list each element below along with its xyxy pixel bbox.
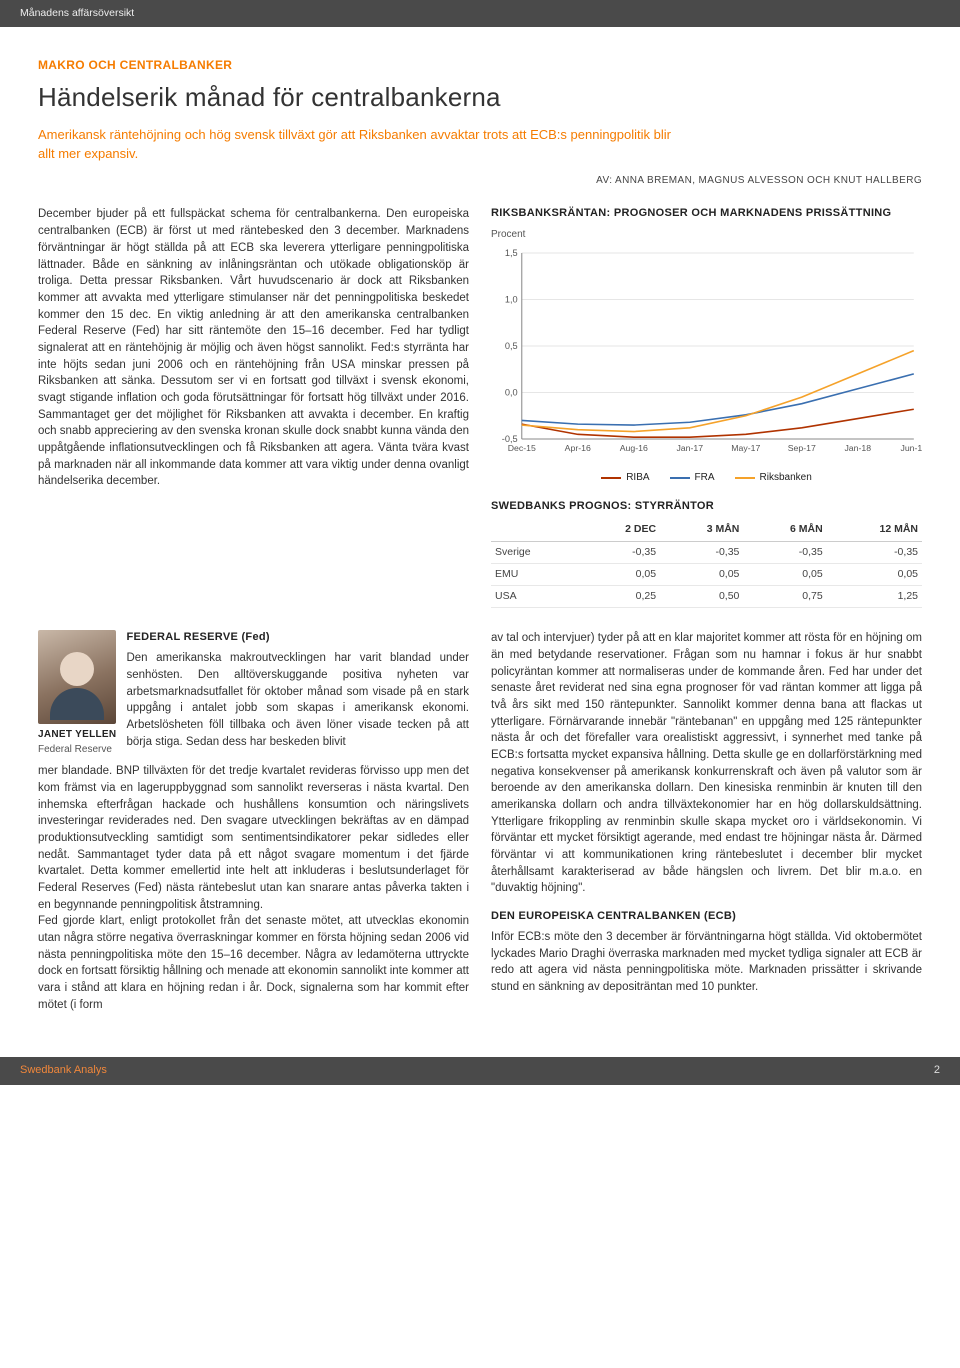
- svg-text:Jan-17: Jan-17: [676, 443, 703, 453]
- footer-bar: Swedbank Analys 2: [0, 1057, 960, 1085]
- person-role: Federal Reserve: [38, 743, 116, 758]
- svg-text:Jan-18: Jan-18: [844, 443, 871, 453]
- ecb-body: Inför ECB:s möte den 3 december är förvä…: [491, 929, 922, 996]
- svg-text:0,0: 0,0: [505, 388, 518, 398]
- svg-text:Aug-16: Aug-16: [620, 443, 648, 453]
- chart-title: RIKSBANKSRÄNTAN: PROGNOSER OCH MARKNADEN…: [491, 206, 922, 222]
- svg-text:1,0: 1,0: [505, 295, 518, 305]
- legend-item: RIBA: [601, 471, 649, 486]
- header-bar: Månadens affärsöversikt: [0, 0, 960, 27]
- svg-text:Apr-16: Apr-16: [565, 443, 591, 453]
- svg-text:1,5: 1,5: [505, 248, 518, 258]
- table-row: USA0,250,500,751,25: [491, 586, 922, 608]
- ecb-heading: DEN EUROPEISKA CENTRALBANKEN (ECB): [491, 909, 922, 925]
- svg-text:Sep-17: Sep-17: [788, 443, 816, 453]
- svg-text:May-17: May-17: [731, 443, 760, 453]
- svg-text:Dec-15: Dec-15: [508, 443, 536, 453]
- person-name: JANET YELLEN: [38, 728, 116, 743]
- header-title: Månadens affärsöversikt: [20, 7, 134, 19]
- page-title: Händelserik månad för centralbankerna: [38, 79, 922, 117]
- lower-columns: JANET YELLEN Federal Reserve FEDERAL RES…: [38, 630, 922, 1013]
- legend-item: FRA: [670, 471, 715, 486]
- forecast-table-title: SWEDBANKS PROGNOS: STYRRÄNTOR: [491, 499, 922, 515]
- right-body: av tal och intervjuer) tyder på att en k…: [491, 630, 922, 897]
- fed-heading: FEDERAL RESERVE (Fed): [126, 630, 469, 646]
- footer-brand: Swedbank Analys: [20, 1063, 107, 1079]
- forecast-table: 2 DEC3 MÅN6 MÅN12 MÅNSverige-0,35-0,35-0…: [491, 519, 922, 608]
- svg-text:0,5: 0,5: [505, 341, 518, 351]
- right-lower-column: av tal och intervjuer) tyder på att en k…: [491, 630, 922, 1013]
- chart-ylabel: Procent: [491, 228, 922, 243]
- left-column: December bjuder på ett fullspäckat schem…: [38, 206, 469, 608]
- portrait-image: [38, 630, 116, 724]
- table-row: Sverige-0,35-0,35-0,35-0,35: [491, 541, 922, 563]
- byline: AV: ANNA BREMAN, MAGNUS ALVESSON OCH KNU…: [38, 174, 922, 189]
- fed-body: mer blandade. BNP tillväxten för det tre…: [38, 763, 469, 1013]
- footer-page: 2: [934, 1063, 940, 1079]
- page-body: MAKRO OCH CENTRALBANKER Händelserik måna…: [0, 27, 960, 1033]
- fed-column: JANET YELLEN Federal Reserve FEDERAL RES…: [38, 630, 469, 1013]
- chart-legend: RIBA FRA Riksbanken: [491, 471, 922, 486]
- intro-body: December bjuder på ett fullspäckat schem…: [38, 206, 469, 489]
- fed-intro: Den amerikanska makroutvecklingen har va…: [126, 650, 469, 750]
- svg-text:Jun-18: Jun-18: [900, 443, 922, 453]
- right-column: RIKSBANKSRÄNTAN: PROGNOSER OCH MARKNADEN…: [491, 206, 922, 608]
- upper-columns: December bjuder på ett fullspäckat schem…: [38, 206, 922, 608]
- kicker: MAKRO OCH CENTRALBANKER: [38, 57, 922, 74]
- lead: Amerikansk räntehöjning och hög svensk t…: [38, 126, 678, 164]
- forecast-chart: -0,50,00,51,01,5Dec-15Apr-16Aug-16Jan-17…: [491, 247, 922, 467]
- table-row: EMU0,050,050,050,05: [491, 563, 922, 585]
- legend-item: Riksbanken: [735, 471, 812, 486]
- person-block: JANET YELLEN Federal Reserve FEDERAL RES…: [38, 630, 469, 757]
